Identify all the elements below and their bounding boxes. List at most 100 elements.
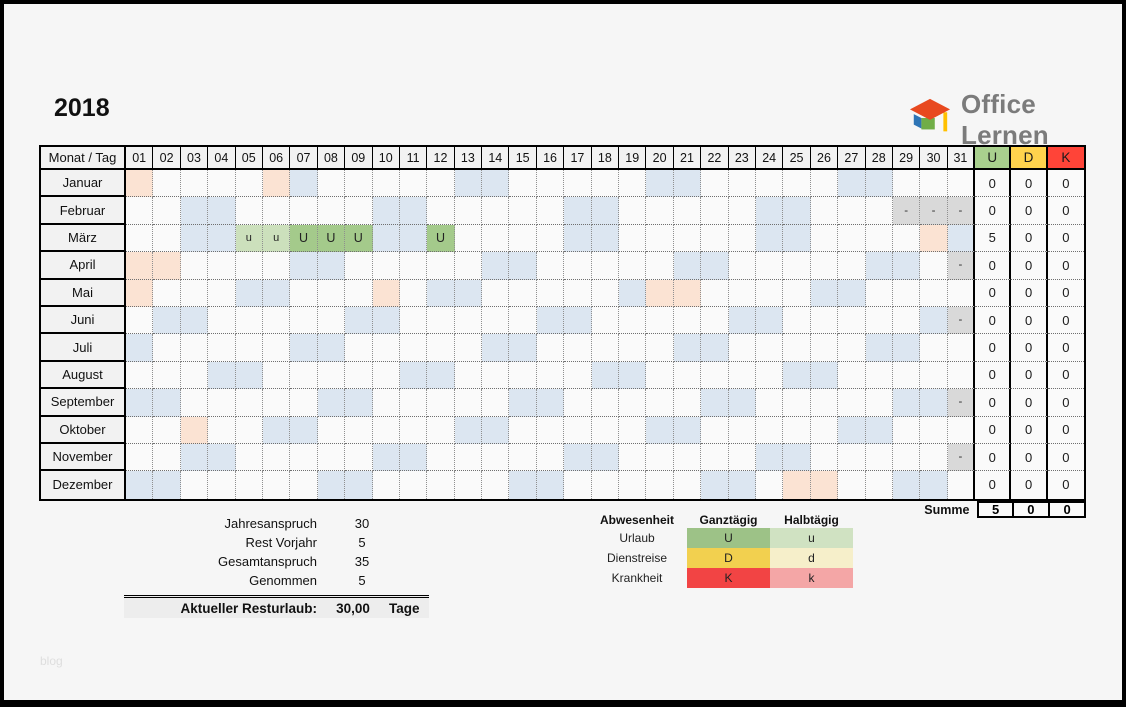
day-cell-10-07[interactable]	[290, 416, 318, 444]
day-cell-9-10[interactable]	[372, 389, 400, 417]
day-cell-2-08[interactable]	[317, 197, 346, 225]
day-cell-3-27[interactable]	[838, 224, 866, 253]
day-cell-4-12[interactable]	[427, 252, 455, 280]
day-cell-2-22[interactable]	[701, 197, 729, 225]
day-cell-7-05[interactable]	[235, 334, 263, 362]
day-cell-7-25[interactable]	[783, 334, 811, 362]
day-cell-2-09[interactable]	[345, 197, 373, 225]
day-cell-10-24[interactable]	[755, 416, 784, 444]
day-cell-4-16[interactable]	[536, 252, 565, 280]
day-cell-6-27[interactable]	[838, 306, 866, 335]
day-cell-6-24[interactable]	[755, 306, 784, 335]
day-cell-9-17[interactable]	[564, 389, 592, 417]
day-cell-5-05[interactable]	[235, 279, 263, 307]
day-cell-4-15[interactable]	[509, 252, 537, 280]
day-cell-9-04[interactable]	[208, 389, 236, 417]
day-cell-9-23[interactable]	[728, 389, 756, 417]
day-cell-6-04[interactable]	[208, 306, 236, 335]
day-cell-3-21[interactable]	[673, 224, 702, 253]
day-cell-11-29[interactable]	[892, 443, 921, 472]
day-cell-6-23[interactable]	[728, 306, 756, 335]
day-cell-11-14[interactable]	[482, 443, 510, 472]
day-cell-10-14[interactable]	[482, 416, 510, 444]
day-cell-10-10[interactable]	[372, 416, 400, 444]
day-cell-4-31[interactable]: -	[947, 252, 976, 280]
day-cell-11-24[interactable]	[755, 443, 784, 472]
day-cell-9-07[interactable]	[290, 389, 318, 417]
day-cell-8-31[interactable]	[947, 361, 976, 390]
day-cell-1-02[interactable]	[153, 170, 181, 198]
day-cell-6-29[interactable]	[892, 306, 921, 335]
day-cell-5-18[interactable]	[591, 279, 620, 307]
day-cell-10-23[interactable]	[728, 416, 756, 444]
day-cell-12-21[interactable]	[674, 471, 702, 499]
day-cell-10-16[interactable]	[536, 416, 565, 444]
day-cell-8-29[interactable]	[892, 361, 921, 390]
day-cell-9-18[interactable]	[591, 389, 620, 417]
day-cell-7-09[interactable]	[345, 334, 373, 362]
day-cell-9-16[interactable]	[536, 389, 565, 417]
day-cell-9-22[interactable]	[701, 389, 729, 417]
day-cell-12-20[interactable]	[646, 471, 674, 499]
day-cell-7-11[interactable]	[399, 334, 428, 362]
day-cell-5-28[interactable]	[865, 279, 893, 307]
day-cell-7-06[interactable]	[262, 334, 291, 362]
day-cell-6-09[interactable]	[345, 306, 373, 335]
day-cell-7-31[interactable]	[947, 334, 976, 362]
day-cell-7-22[interactable]	[701, 334, 729, 362]
day-cell-5-23[interactable]	[728, 279, 756, 307]
day-cell-4-17[interactable]	[564, 252, 592, 280]
day-cell-12-05[interactable]	[236, 471, 263, 499]
day-cell-9-02[interactable]	[153, 389, 181, 417]
day-cell-4-04[interactable]	[208, 252, 236, 280]
day-cell-1-08[interactable]	[317, 170, 346, 198]
day-cell-5-15[interactable]	[509, 279, 537, 307]
day-cell-8-24[interactable]	[755, 361, 784, 390]
day-cell-2-24[interactable]	[755, 197, 784, 225]
day-cell-11-21[interactable]	[673, 443, 702, 472]
day-cell-8-26[interactable]	[810, 361, 839, 390]
day-cell-12-24[interactable]	[756, 471, 784, 499]
day-cell-4-30[interactable]	[920, 252, 948, 280]
day-cell-6-19[interactable]	[619, 306, 647, 335]
day-cell-3-20[interactable]	[646, 224, 674, 253]
day-cell-4-10[interactable]	[372, 252, 400, 280]
day-cell-8-16[interactable]	[536, 361, 565, 390]
day-cell-2-21[interactable]	[673, 197, 702, 225]
day-cell-8-10[interactable]	[372, 361, 400, 390]
day-cell-11-18[interactable]	[591, 443, 620, 472]
day-cell-5-03[interactable]	[180, 279, 209, 307]
day-cell-12-01[interactable]	[126, 471, 154, 499]
day-cell-7-21[interactable]	[673, 334, 702, 362]
day-cell-2-30[interactable]: -	[920, 197, 948, 225]
day-cell-12-09[interactable]	[345, 471, 373, 499]
day-cell-7-07[interactable]	[290, 334, 318, 362]
day-cell-9-25[interactable]	[783, 389, 811, 417]
day-cell-6-08[interactable]	[317, 306, 346, 335]
day-cell-8-08[interactable]	[317, 361, 346, 390]
day-cell-12-06[interactable]	[263, 471, 291, 499]
day-cell-4-08[interactable]	[317, 252, 346, 280]
day-cell-1-13[interactable]	[454, 170, 483, 198]
day-cell-10-02[interactable]	[153, 416, 181, 444]
day-cell-6-21[interactable]	[673, 306, 702, 335]
day-cell-4-21[interactable]	[673, 252, 702, 280]
day-cell-9-20[interactable]	[646, 389, 674, 417]
day-cell-6-10[interactable]	[372, 306, 400, 335]
day-cell-3-23[interactable]	[728, 224, 756, 253]
day-cell-4-05[interactable]	[235, 252, 263, 280]
day-cell-4-23[interactable]	[728, 252, 756, 280]
day-cell-9-28[interactable]	[865, 389, 893, 417]
day-cell-5-17[interactable]	[564, 279, 592, 307]
day-cell-2-03[interactable]	[180, 197, 209, 225]
day-cell-4-09[interactable]	[345, 252, 373, 280]
day-cell-3-18[interactable]	[591, 224, 620, 253]
day-cell-5-26[interactable]	[810, 279, 839, 307]
day-cell-5-14[interactable]	[482, 279, 510, 307]
day-cell-2-26[interactable]	[810, 197, 839, 225]
day-cell-2-29[interactable]: -	[892, 197, 921, 225]
day-cell-3-14[interactable]	[482, 224, 510, 253]
day-cell-12-29[interactable]	[892, 471, 921, 499]
day-cell-7-01[interactable]	[126, 334, 154, 362]
day-cell-12-16[interactable]	[536, 471, 565, 499]
